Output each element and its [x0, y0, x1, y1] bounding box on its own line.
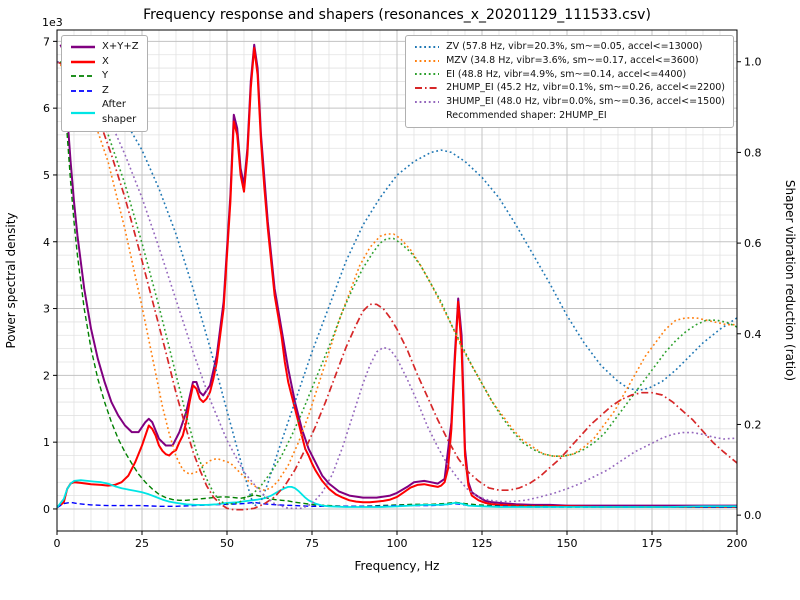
legend-label: X+Y+Z — [102, 41, 139, 52]
legend-item: MZV (34.8 Hz, vibr=3.6%, sm~=0.17, accel… — [414, 54, 725, 68]
legend-label: Y — [102, 70, 109, 81]
legend-line-xyz — [71, 46, 95, 49]
x-tick-label: 125 — [472, 537, 493, 550]
legend-line-y — [71, 75, 95, 78]
series-threehump — [57, 60, 737, 510]
legend-item: Y — [70, 69, 139, 84]
series-twohump — [57, 60, 737, 511]
legend-item: ZV (57.8 Hz, vibr=20.3%, sm~=0.05, accel… — [414, 40, 725, 54]
x-tick-label: 100 — [387, 537, 408, 550]
series-y — [59, 61, 737, 508]
y-left-tick-label: 7 — [43, 35, 50, 48]
x-tick-label: 50 — [220, 537, 234, 550]
y-right-tick-label: 0.0 — [744, 509, 762, 522]
x-axis-label: Frequency, Hz — [355, 559, 440, 573]
y-left-axis-label: Power spectral density — [4, 212, 18, 348]
legend-label: ZV (57.8 Hz, vibr=20.3%, sm~=0.05, accel… — [446, 41, 703, 52]
y-right-tick-label: 0.4 — [744, 328, 762, 341]
y-left-tick-label: 2 — [43, 369, 50, 382]
x-tick-label: 25 — [135, 537, 149, 550]
legend-item: After shaper — [70, 98, 139, 127]
y-left-offset-label: 1e3 — [42, 16, 63, 29]
legend-line-zv — [415, 45, 440, 48]
shaper-legend: ZV (57.8 Hz, vibr=20.3%, sm~=0.05, accel… — [405, 35, 734, 128]
legend-label: After shaper — [102, 99, 137, 125]
y-right-tick-label: 0.8 — [744, 146, 762, 159]
x-tick-label: 75 — [305, 537, 319, 550]
legend-label: 3HUMP_EI (48.0 Hz, vibr=0.0%, sm~=0.36, … — [446, 96, 725, 108]
legend-line-after — [71, 111, 95, 114]
x-tick-label: 0 — [54, 537, 61, 550]
series-x — [57, 47, 737, 509]
series-after — [57, 479, 737, 509]
legend-label: MZV (34.8 Hz, vibr=3.6%, sm~=0.17, accel… — [446, 54, 699, 66]
legend-line-x — [71, 60, 95, 63]
y-right-axis-label: Shaper vibration reduction (ratio) — [783, 180, 797, 381]
legend-label: Recommended shaper: 2HUMP_EI — [446, 109, 607, 121]
y-left-tick-label: 6 — [43, 102, 50, 115]
legend-line-twohump — [415, 87, 440, 90]
tick-labels: 0 25 50 75 100 125 150 175 200 0 1 2 3 4 5 6 7 0.0 0.2 0.4 0… — [43, 35, 762, 550]
y-left-tick-label: 4 — [43, 236, 50, 249]
series-lines — [57, 43, 737, 511]
x-tick-label: 150 — [557, 537, 578, 550]
legend-item: EI (48.8 Hz, vibr=4.9%, sm~=0.14, accel<… — [414, 68, 725, 82]
legend-line-threehump — [415, 100, 440, 103]
legend-item: 3HUMP_EI (48.0 Hz, vibr=0.0%, sm~=0.36, … — [414, 95, 725, 109]
legend-item: X — [70, 55, 139, 70]
chart-title: Frequency response and shapers (resonanc… — [143, 7, 651, 23]
y-right-tick-label: 0.2 — [744, 418, 762, 431]
series-ei — [57, 60, 737, 505]
legend-item: Recommended shaper: 2HUMP_EI — [414, 109, 725, 123]
legend-line-ei — [415, 73, 440, 76]
legend-line-z — [71, 89, 95, 92]
legend-label: 2HUMP_EI (45.2 Hz, vibr=0.1%, sm~=0.26, … — [446, 82, 725, 94]
psd-legend: X+Y+Z X Y Z After shaper — [61, 35, 148, 132]
y-left-tick-label: 1 — [43, 436, 50, 449]
x-tick-label: 175 — [642, 537, 663, 550]
legend-label: Z — [102, 84, 109, 96]
x-tick-label: 200 — [727, 537, 748, 550]
y-right-tick-label: 0.6 — [744, 237, 762, 250]
legend-label: X — [102, 55, 109, 67]
y-left-tick-label: 3 — [43, 303, 50, 316]
legend-item: Z — [70, 84, 139, 99]
y-right-tick-label: 1.0 — [744, 56, 762, 69]
y-left-tick-label: 5 — [43, 169, 50, 182]
legend-item: X+Y+Z — [70, 40, 139, 55]
legend-item: 2HUMP_EI (45.2 Hz, vibr=0.1%, sm~=0.26, … — [414, 81, 725, 95]
legend-line-mzv — [415, 59, 440, 62]
y-left-tick-label: 0 — [43, 503, 50, 516]
legend-label: EI (48.8 Hz, vibr=4.9%, sm~=0.14, accel<… — [446, 68, 687, 80]
